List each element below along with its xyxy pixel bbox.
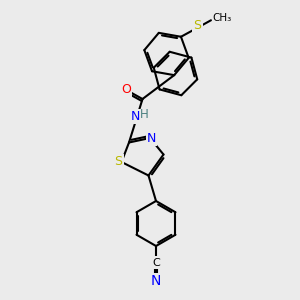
Text: S: S bbox=[194, 19, 202, 32]
Text: S: S bbox=[115, 155, 122, 168]
Text: CH₃: CH₃ bbox=[212, 13, 232, 23]
Text: N: N bbox=[147, 131, 156, 145]
Text: N: N bbox=[130, 110, 140, 123]
Text: C: C bbox=[152, 257, 160, 268]
Text: O: O bbox=[121, 83, 131, 96]
Text: H: H bbox=[140, 108, 148, 122]
Text: N: N bbox=[151, 274, 161, 288]
